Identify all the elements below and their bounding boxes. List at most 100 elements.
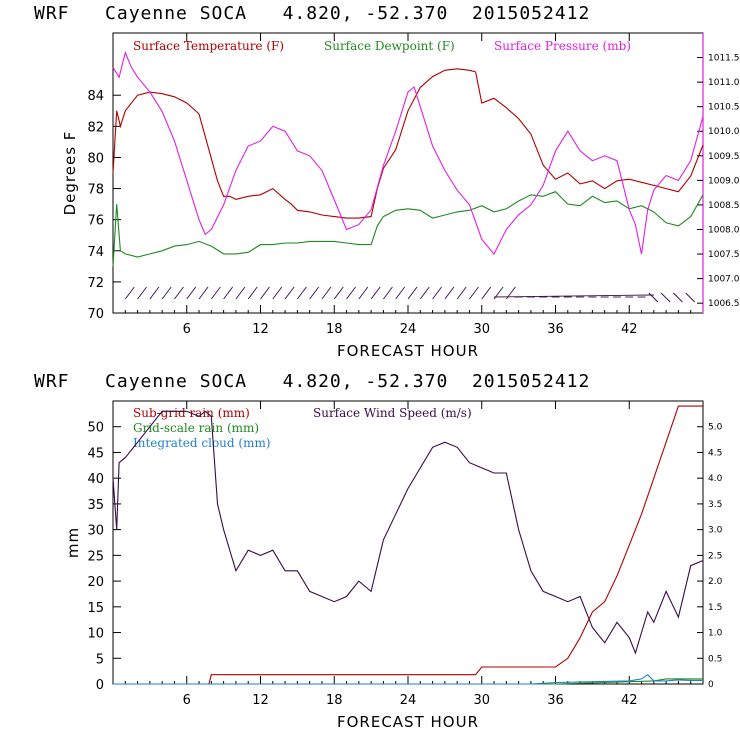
top-y-tick-label: 72	[87, 276, 104, 291]
top-y-tick-label: 78	[87, 183, 104, 198]
wind-barb	[186, 286, 197, 300]
top-legend-2: Surface Pressure (mb)	[494, 39, 631, 53]
top-legend-0: Surface Temperature (F)	[133, 39, 284, 53]
bottom-y2-tick-label: 3.5	[708, 500, 722, 510]
wind-barb	[309, 286, 320, 300]
bottom-y2-tick-label: 1.0	[708, 629, 723, 639]
wind-barb	[358, 286, 369, 300]
top-x-tick-label: 42	[621, 322, 638, 337]
bottom-y2-tick-label: 4.5	[708, 448, 722, 458]
cloud-line	[113, 673, 703, 685]
bottom-y2-tick-label: 0.5	[708, 654, 722, 664]
bottom-x-tick-label: 24	[400, 693, 417, 708]
bottom-chart-title: WRF Cayenne SOCA 4.820, -52.370 20150524…	[34, 371, 591, 392]
wind-barb	[648, 292, 659, 303]
wind-barb-shaft	[494, 294, 654, 298]
bottom-y-tick-label: 10	[87, 627, 104, 642]
wind-barb	[481, 286, 492, 300]
wind-barb	[321, 286, 332, 300]
bottom-y2-tick-label: 3.0	[708, 526, 723, 536]
wind-barb	[210, 286, 221, 300]
wind-barb	[198, 286, 209, 300]
top-y-tick-label: 74	[87, 245, 104, 260]
bottom-y-tick-label: 20	[87, 575, 104, 590]
wind-barb	[333, 286, 344, 300]
top-plot-frame	[112, 32, 704, 314]
bottom-y-tick-label: 40	[87, 472, 104, 487]
bottom-y-tick-label: 45	[87, 446, 104, 461]
subgrid-rain-line	[113, 405, 703, 685]
wind-barb	[149, 286, 160, 300]
bottom-y-tick-label: 50	[87, 421, 104, 436]
wind-barb	[223, 286, 233, 300]
top-y-tick-label: 76	[87, 214, 104, 229]
bottom-x-tick-label: 12	[252, 693, 269, 708]
wind-barb	[137, 286, 147, 300]
wind-barb	[673, 292, 683, 303]
bottom-y-tick-label: 35	[87, 498, 104, 513]
wind-speed-line	[112, 410, 704, 655]
top-y2-tick-label: 1007.5	[708, 250, 740, 260]
bottom-y-tick-label: 5	[96, 652, 104, 667]
bottom-legend-1: Surface Wind Speed (m/s)	[313, 406, 472, 420]
top-x-axis-title: FORECAST HOUR	[337, 342, 479, 360]
wind-barb	[395, 286, 406, 300]
bottom-x-axis-title: FORECAST HOUR	[337, 713, 479, 731]
bottom-y-tick-label: 30	[87, 524, 104, 539]
wind-barb	[370, 286, 381, 300]
top-y2-tick-label: 1008.0	[708, 225, 740, 235]
wind-barb	[235, 286, 246, 300]
bottom-y2-tick-label: 2.5	[708, 551, 722, 561]
top-y2-tick-label: 1006.5	[708, 299, 740, 309]
dewpoint-line	[112, 191, 704, 267]
top-x-tick-label: 30	[473, 322, 490, 337]
wind-barb	[660, 292, 671, 303]
bottom-legend-2: Grid-scale rain (mm)	[133, 421, 259, 435]
bottom-y-axis-title: mm	[64, 527, 82, 558]
top-legend-1: Surface Dewpoint (F)	[324, 39, 455, 53]
top-x-tick-label: 6	[183, 322, 191, 337]
bottom-y-tick-label: 0	[96, 678, 104, 693]
wind-barb	[346, 286, 356, 300]
bottom-x-tick-label: 6	[183, 693, 191, 708]
wind-barb	[456, 286, 467, 300]
top-x-tick-label: 36	[547, 322, 564, 337]
bottom-x-tick-label: 42	[621, 693, 638, 708]
bottom-legend-3: Integrated cloud (mm)	[133, 436, 271, 450]
top-y-tick-label: 80	[87, 151, 104, 166]
wind-barb	[297, 286, 307, 300]
wind-barb	[174, 286, 184, 300]
bottom-y2-tick-label: 0	[708, 680, 714, 690]
bottom-y2-tick-label: 2.0	[708, 577, 723, 587]
top-y2-tick-label: 1010.5	[708, 103, 740, 113]
wind-barb	[419, 286, 430, 300]
wind-barb	[407, 286, 418, 300]
top-y-tick-label: 70	[87, 307, 104, 322]
wind-barb	[432, 286, 442, 300]
wind-barb	[685, 292, 696, 303]
wind-barb	[247, 286, 258, 300]
bottom-y-tick-label: 15	[87, 601, 104, 616]
bottom-y-tick-label: 25	[87, 549, 104, 564]
top-y-axis-title: Degrees F	[61, 131, 79, 216]
bottom-y2-tick-label: 4.0	[708, 474, 723, 484]
top-y-tick-label: 82	[87, 120, 104, 135]
wind-barb	[272, 286, 283, 300]
top-y2-tick-label: 1009.5	[708, 152, 740, 162]
wind-barb	[260, 286, 270, 300]
wind-barb	[444, 286, 455, 300]
top-y2-tick-label: 1008.5	[708, 201, 740, 211]
top-y-tick-label: 84	[87, 89, 104, 104]
bottom-x-tick-label: 30	[473, 693, 490, 708]
top-y2-tick-label: 1007.0	[708, 275, 740, 285]
bottom-x-tick-label: 36	[547, 693, 564, 708]
top-y2-tick-label: 1010.0	[708, 127, 740, 137]
bottom-y2-tick-label: 1.5	[708, 603, 722, 613]
wind-barb	[124, 286, 135, 300]
pressure-line	[112, 50, 704, 256]
wind-barb	[161, 286, 172, 300]
wind-barb	[284, 286, 295, 300]
bottom-y2-tick-label: 5.0	[708, 423, 723, 433]
wind-barb	[469, 286, 479, 300]
